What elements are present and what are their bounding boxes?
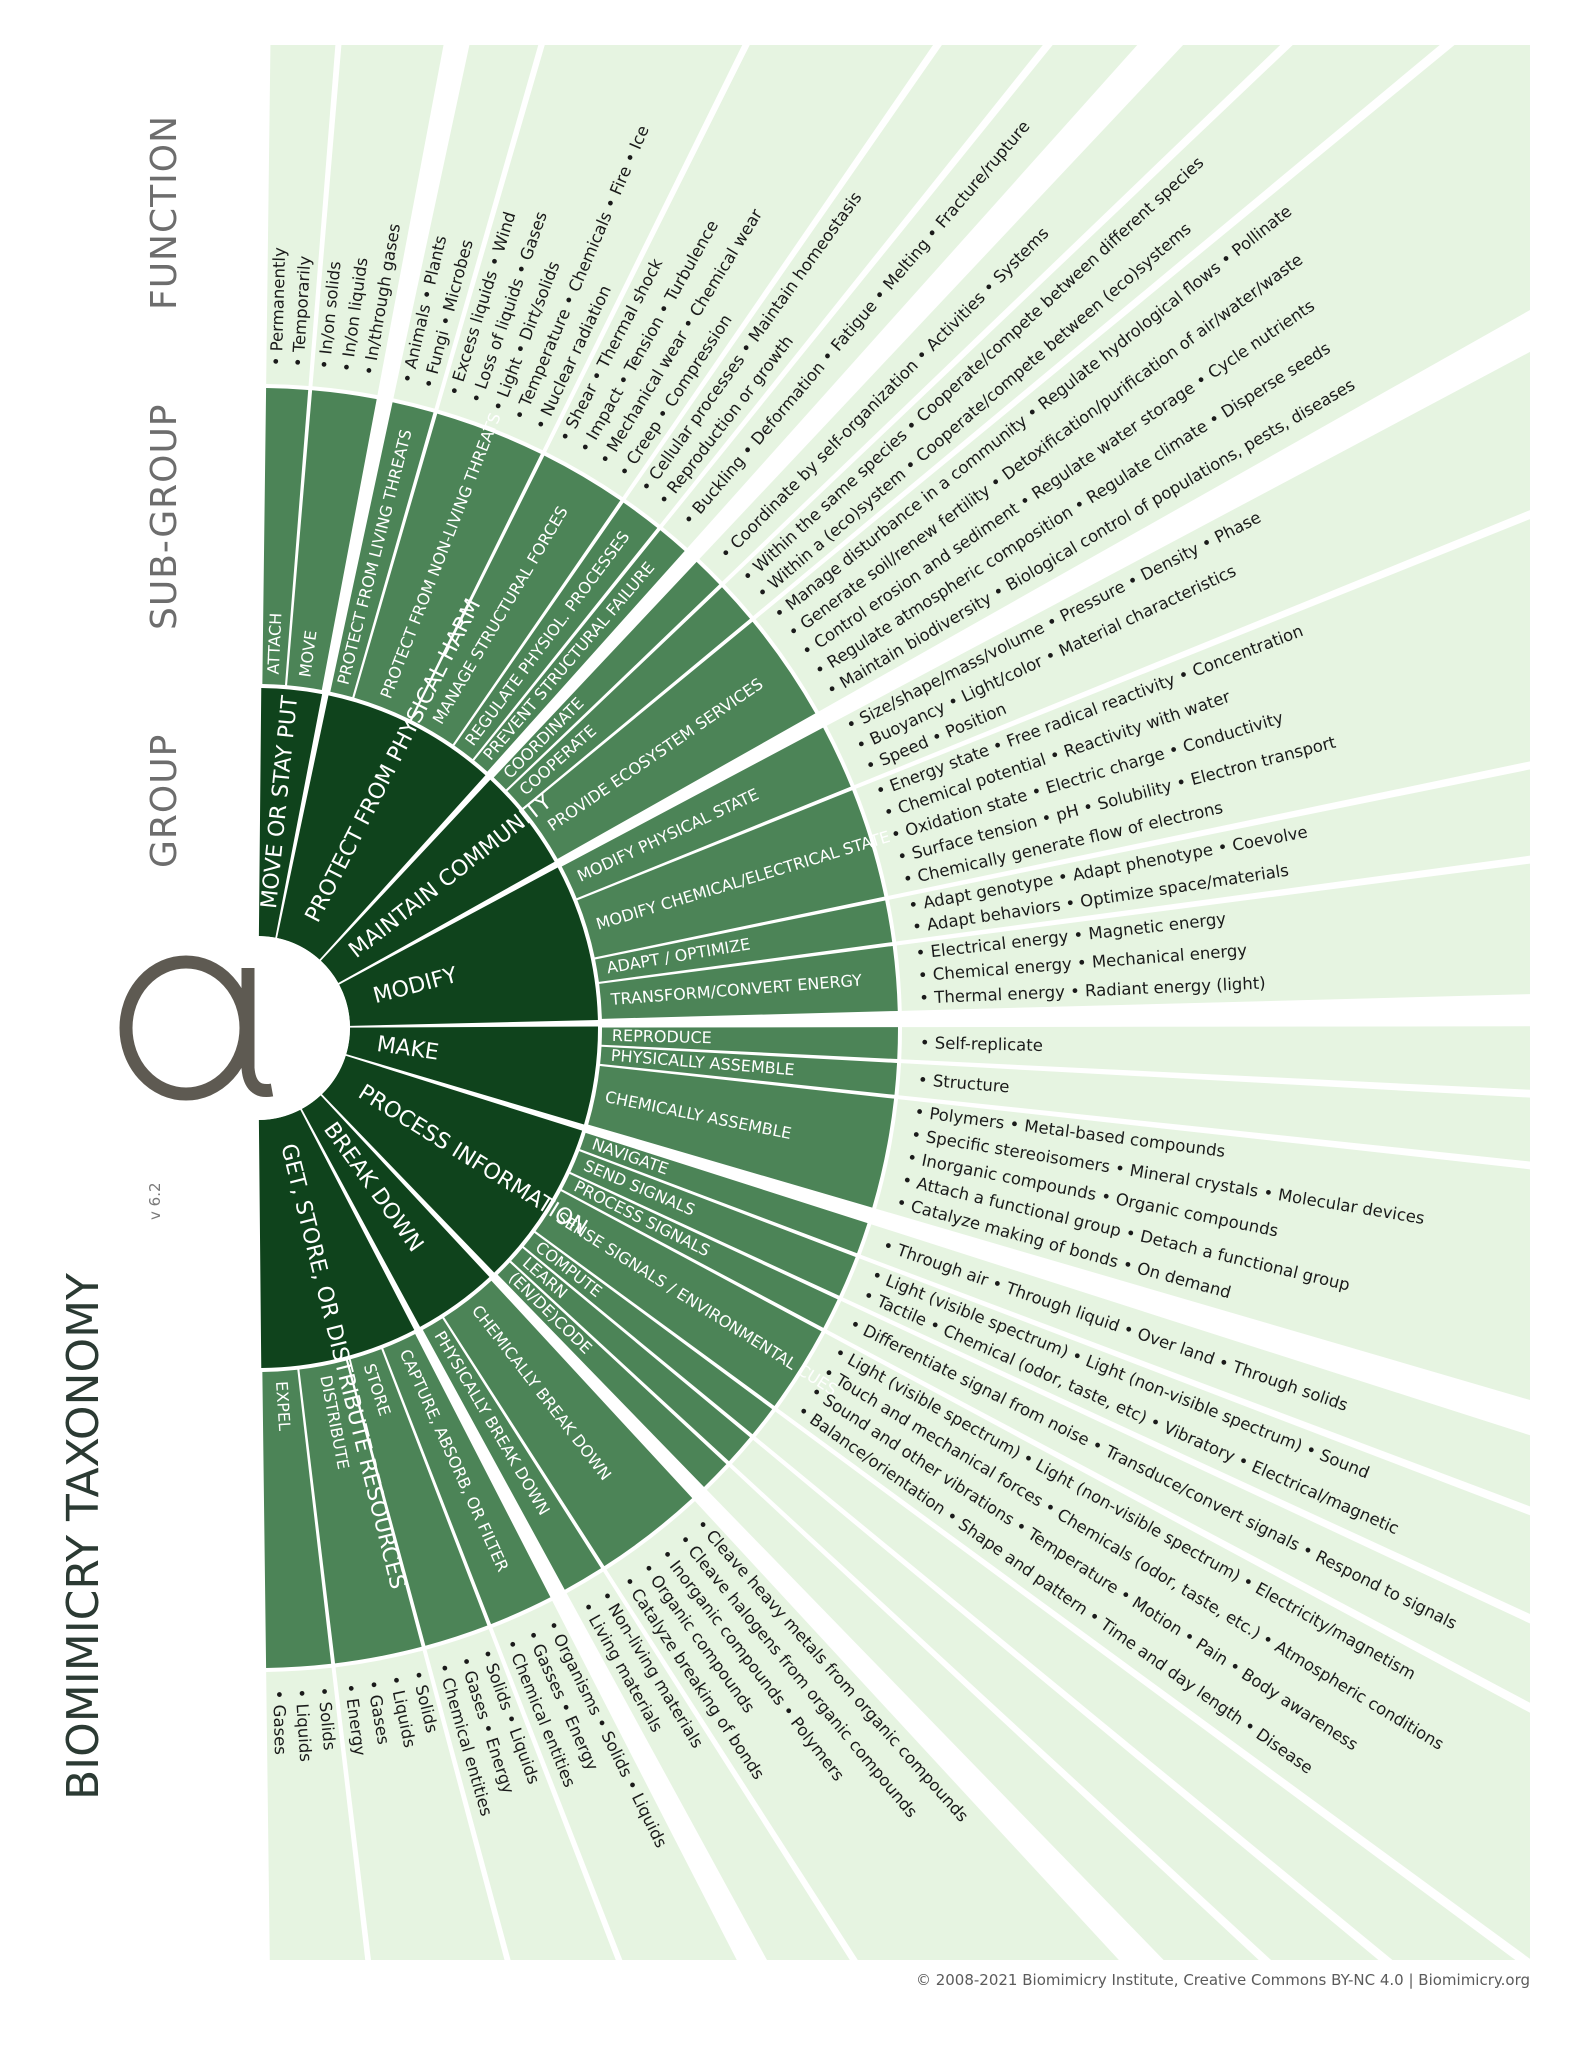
subgroup-wedge[interactable] <box>535 1191 822 1406</box>
function-band <box>266 45 336 386</box>
subgroup-wedge[interactable] <box>588 1065 895 1208</box>
subgroup-wedge[interactable] <box>507 587 751 809</box>
group-wedge[interactable] <box>277 695 486 960</box>
subgroup-wedge[interactable] <box>422 1318 602 1590</box>
function-band <box>777 1333 1530 1959</box>
subgroup-label: ATTACH <box>264 612 286 674</box>
function-band <box>755 45 1530 712</box>
subgroup-label: EXPEL <box>272 1381 294 1432</box>
center-hub <box>166 936 350 1120</box>
subgroup-wedge[interactable] <box>262 388 309 686</box>
page-title: BIOMIMICRY TAXONOMY <box>58 1273 109 1800</box>
function-band <box>426 1629 616 1960</box>
function-band <box>335 1650 505 1960</box>
subgroup-wedge[interactable] <box>523 621 816 859</box>
function-band <box>855 519 1530 896</box>
subgroup-wedge[interactable] <box>577 790 885 958</box>
subgroup-wedge[interactable] <box>262 1369 332 1668</box>
subgroup-wedge[interactable] <box>497 1262 727 1487</box>
subgroup-wedge[interactable] <box>444 1280 693 1567</box>
function-item: • Permanently <box>267 247 289 367</box>
function-band <box>266 1667 366 1960</box>
function-band <box>876 1099 1530 1401</box>
subgroup-wedge[interactable] <box>601 1027 898 1060</box>
function-band <box>901 1026 1530 1090</box>
function-band <box>860 1224 1530 1507</box>
function-band <box>546 45 934 498</box>
group-wedge[interactable] <box>346 1026 598 1125</box>
function-band <box>755 1411 1516 1960</box>
subgroup-label: REPRODUCE <box>612 1026 712 1047</box>
subgroup-wedge[interactable] <box>330 402 434 698</box>
subgroup-wedge[interactable] <box>570 1151 856 1296</box>
subgroup-wedge[interactable] <box>599 945 898 1019</box>
function-band <box>706 1466 1259 1960</box>
group-wedge[interactable] <box>320 779 555 984</box>
function-band <box>393 45 539 409</box>
subgroup-wedge[interactable] <box>595 900 893 982</box>
function-band <box>566 1571 850 1960</box>
group-wedge[interactable] <box>339 867 598 1026</box>
subgroup-wedge[interactable] <box>347 1349 488 1646</box>
function-band <box>438 45 743 451</box>
subgroup-wedge[interactable] <box>561 727 851 899</box>
subgroup-wedge[interactable] <box>454 502 658 760</box>
function-band <box>898 1063 1530 1162</box>
function-band <box>889 769 1530 942</box>
function-item: • Liquids <box>292 1688 316 1762</box>
group-wedge[interactable] <box>258 1109 415 1368</box>
subgroup-wedge[interactable] <box>523 1232 773 1435</box>
subgroup-wedge[interactable] <box>579 1132 868 1254</box>
group-wedge[interactable] <box>301 1095 490 1327</box>
function-band <box>312 45 444 396</box>
function-band <box>826 351 1530 786</box>
function-band <box>724 45 1440 617</box>
subgroup-wedge[interactable] <box>474 530 685 772</box>
function-band <box>606 1501 1119 1960</box>
subgroup-wedge[interactable] <box>493 561 720 790</box>
alpha-logo-icon <box>119 955 274 1101</box>
function-band <box>699 45 1281 582</box>
subgroup-wedge[interactable] <box>411 455 621 745</box>
function-band <box>896 863 1530 1011</box>
subgroup-wedge[interactable] <box>287 390 377 690</box>
header-subgroup: SUB-GROUP <box>144 403 185 630</box>
subgroup-wedge[interactable] <box>561 1173 838 1328</box>
group-wedge[interactable] <box>258 688 323 938</box>
function-band <box>826 1301 1530 1703</box>
function-band <box>731 1439 1379 1960</box>
function-band <box>842 1258 1530 1615</box>
version-label: v 6.2 <box>146 1183 164 1221</box>
subgroup-wedge[interactable] <box>511 1247 751 1462</box>
header-group: GROUP <box>144 734 185 868</box>
function-band <box>662 45 1138 548</box>
subgroup-wedge[interactable] <box>299 1360 422 1664</box>
group-wedge[interactable] <box>321 1055 583 1273</box>
subgroup-wedge[interactable] <box>354 413 541 720</box>
subgroup-wedge[interactable] <box>383 1333 551 1625</box>
header-function: FUNCTION <box>144 115 185 310</box>
function-band <box>625 45 1043 525</box>
subgroup-wedge[interactable] <box>600 1046 898 1095</box>
function-item: • Self-replicate <box>920 1033 1043 1055</box>
function-item: • Gases <box>269 1689 290 1755</box>
function-band <box>492 1600 737 1960</box>
footer-credit: © 2008-2021 Biomimicry Institute, Creati… <box>916 1971 1530 1989</box>
